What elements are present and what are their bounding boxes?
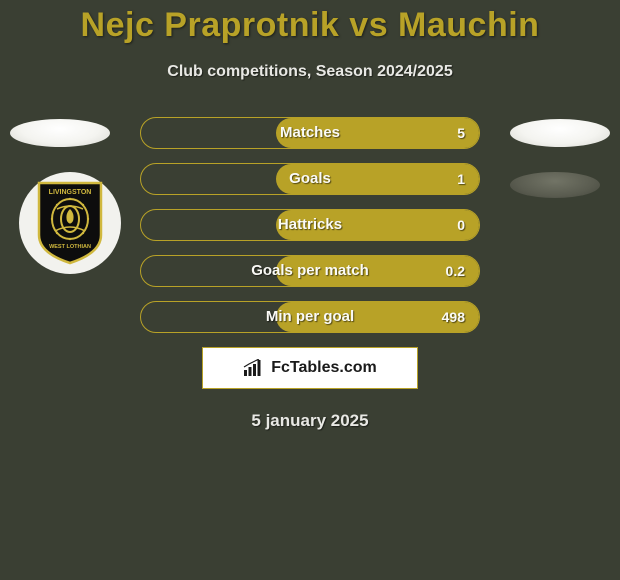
stat-label: Goals per match (141, 256, 479, 286)
page-title: Nejc Praprotnik vs Mauchin (0, 6, 620, 45)
right-player-oval (510, 119, 610, 147)
stat-value: 0.2 (446, 256, 465, 286)
stat-row: Matches5 (140, 117, 480, 149)
crest-top-text: LIVINGSTON (49, 189, 92, 196)
stat-value: 1 (457, 164, 465, 194)
right-shadow-oval (510, 172, 600, 198)
shield-icon: LIVINGSTON WEST LOTHIAN (35, 181, 105, 265)
stat-row: Goals1 (140, 163, 480, 195)
bar-chart-icon (243, 359, 265, 377)
left-player-oval (10, 119, 110, 147)
date-text: 5 january 2025 (0, 411, 620, 431)
club-crest: LIVINGSTON WEST LOTHIAN (19, 172, 121, 274)
stats-list: Matches5Goals1Hattricks0Goals per match0… (140, 117, 480, 333)
stat-row: Goals per match0.2 (140, 255, 480, 287)
stat-label: Min per goal (141, 302, 479, 332)
stat-label: Hattricks (141, 210, 479, 240)
comparison-panel: LIVINGSTON WEST LOTHIAN Matches5 Goals1 Ha… (0, 117, 620, 431)
stat-row: Min per goal498 (140, 301, 480, 333)
stat-row: Hattricks0 (140, 209, 480, 241)
brand-text: FcTables.com (271, 359, 377, 377)
brand-box: FcTables.com (202, 347, 418, 389)
stat-label: Goals (141, 164, 479, 194)
crest-bottom-text: WEST LOTHIAN (49, 244, 91, 250)
stat-label: Matches (141, 118, 479, 148)
stat-value: 498 (442, 302, 465, 332)
stat-value: 5 (457, 118, 465, 148)
stat-value: 0 (457, 210, 465, 240)
subtitle: Club competitions, Season 2024/2025 (0, 63, 620, 81)
